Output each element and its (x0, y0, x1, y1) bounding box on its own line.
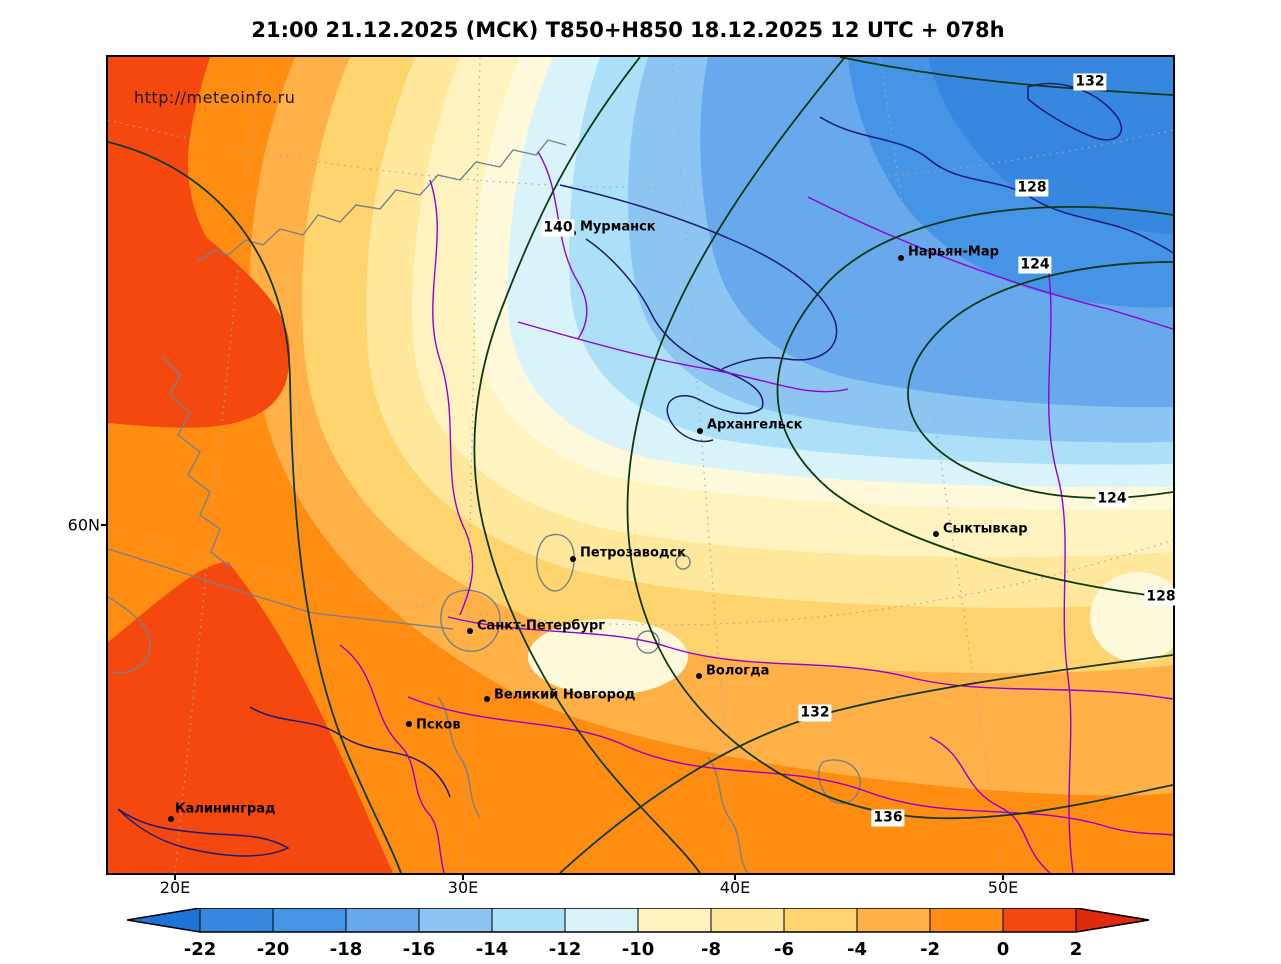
colorbar-cell (418, 907, 493, 933)
height-contours (108, 57, 1173, 873)
map-overlay: http://meteoinfo.ru Мурманск Нарьян-Мар Ар… (108, 57, 1178, 873)
lon-axis-tick (1002, 873, 1004, 880)
colorbar-cold-arrow (126, 907, 201, 933)
city-label: Калининград (175, 801, 276, 817)
city-dot (570, 556, 576, 562)
lon-axis-label: 40E (719, 878, 751, 897)
colorbar-tick-label: -4 (847, 939, 867, 960)
city-dot (484, 696, 490, 702)
lat-axis-tick (101, 524, 108, 526)
city-label: Вологда (706, 663, 770, 679)
contour-label: 136 (871, 809, 905, 827)
contour-label: 128 (1015, 179, 1049, 197)
colorbar-warm-arrow (1075, 907, 1150, 933)
colorbar-tick-label: 0 (997, 939, 1010, 960)
colorbar-canvas: -22 -20 -18 -16 -14 -12 -10 -8 -6 -4 -2 … (126, 907, 1150, 960)
colorbar-cell (856, 907, 931, 933)
city-label: Великий Новгород (494, 687, 636, 703)
city-label: Петрозаводск (580, 545, 686, 561)
city-label: Санкт-Петербург (477, 618, 606, 634)
colorbar-tick-label: -12 (549, 939, 582, 960)
colorbar-tick-label: 2 (1070, 939, 1083, 960)
lon-axis-label: 50E (987, 878, 1019, 897)
city-dot (168, 816, 174, 822)
colorbar-cell (783, 907, 858, 933)
lon-axis-tick (734, 873, 736, 880)
colorbar-tick-label: -20 (257, 939, 290, 960)
colorbar-cell (199, 907, 274, 933)
colorbar-tick-label: -6 (774, 939, 794, 960)
colorbar-tick-label: -16 (403, 939, 436, 960)
lat-axis-label: 60N (67, 515, 100, 535)
colorbar-tick-label: -22 (184, 939, 217, 960)
colorbar-cell (710, 907, 785, 933)
page-title: 21:00 21.12.2025 (МСК) T850+H850 18.12.2… (251, 18, 1005, 42)
temperature-field (108, 57, 1173, 873)
contour-label: 132 (1073, 73, 1107, 91)
city-label: Мурманск (580, 219, 656, 235)
lon-axis-label: 30E (447, 878, 479, 897)
colorbar-tick-label: -18 (330, 939, 363, 960)
contour-label: 124 (1018, 256, 1052, 274)
colorbar-cell (929, 907, 1004, 933)
city-label: Нарьян-Мар (908, 244, 999, 260)
contour-label: 124 (1095, 490, 1129, 508)
country-borders (117, 82, 1173, 857)
colorbar-legend: -22 -20 -18 -16 -14 -12 -10 -8 -6 -4 -2 … (126, 907, 1150, 964)
region-borders (339, 151, 1173, 873)
city-dot (696, 673, 702, 679)
city-dot (933, 531, 939, 537)
lon-axis-tick (462, 873, 464, 880)
city-dot (406, 721, 412, 727)
city-label: Сыктывкар (943, 521, 1028, 537)
map-canvas (108, 57, 1173, 873)
city-label: Псков (416, 717, 461, 733)
contour-label: 128 (1144, 588, 1178, 606)
colorbar-cell (1002, 907, 1077, 933)
colorbar-cell (564, 907, 639, 933)
colorbar-tick-label: -2 (920, 939, 940, 960)
colorbar-tick-label: -10 (622, 939, 655, 960)
colorbar-cell (345, 907, 420, 933)
colorbar-tick-label: -8 (701, 939, 721, 960)
colorbar-cell (491, 907, 566, 933)
contour-label: 140 (541, 219, 575, 237)
contour-label: 132 (798, 704, 832, 722)
lon-axis-tick (174, 873, 176, 880)
colorbar-cell (272, 907, 347, 933)
map-frame: http://meteoinfo.ru Мурманск Нарьян-Мар Ар… (106, 55, 1178, 875)
city-dot (898, 255, 904, 261)
colorbar-tick-label: -14 (476, 939, 509, 960)
watermark: http://meteoinfo.ru (134, 88, 296, 107)
graticule (108, 57, 1173, 873)
city-dot (697, 428, 703, 434)
colorbar-cell (637, 907, 712, 933)
city-label: Архангельск (707, 417, 803, 433)
lon-axis-label: 20E (159, 878, 191, 897)
city-dot (467, 628, 473, 634)
